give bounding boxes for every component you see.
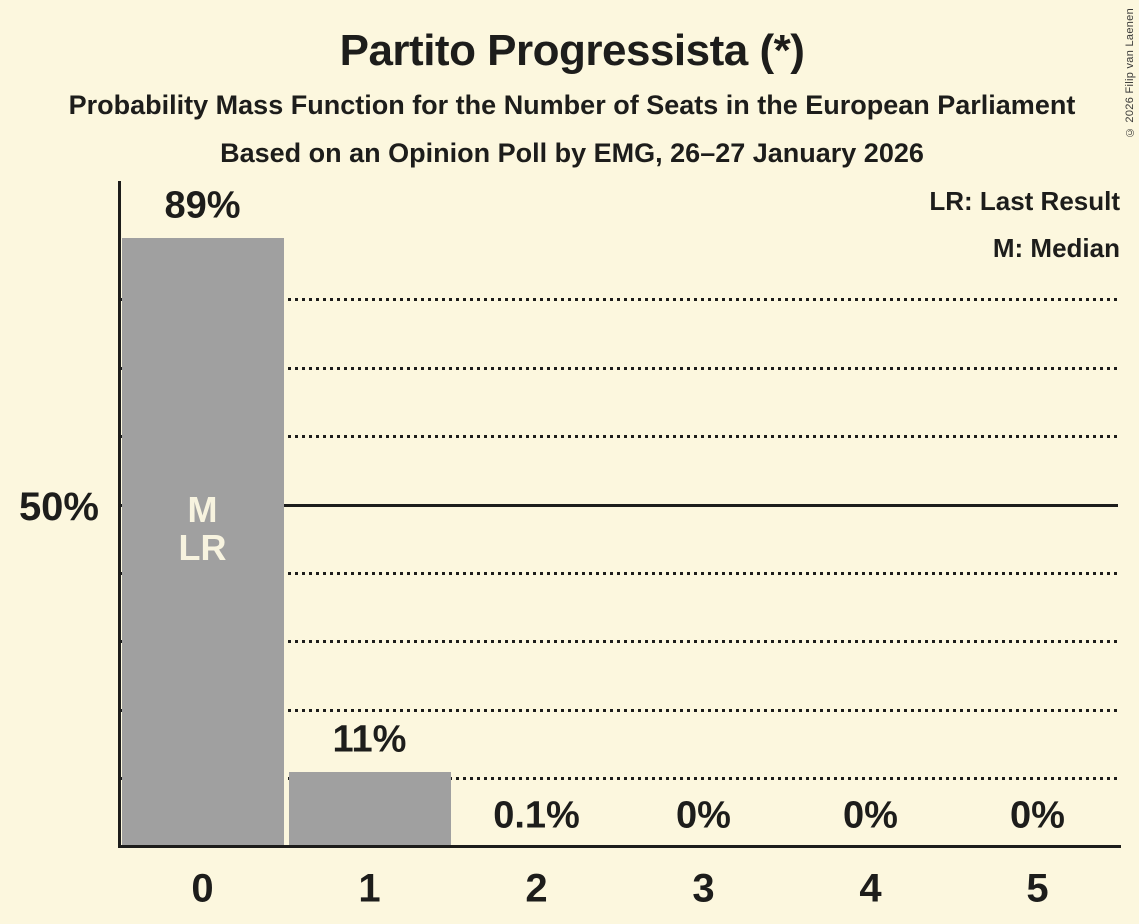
bar-value-label-5: 0% [1010, 794, 1065, 837]
median-last-result-annotation: M LR [178, 489, 227, 568]
gridline-50pct-solid [120, 503, 1118, 507]
gridline-80pct [120, 298, 1118, 302]
bar-seats-0 [121, 238, 284, 847]
gridline-10pct [120, 777, 1118, 781]
x-tick-label-5: 5 [1026, 866, 1049, 911]
x-tick-label-0: 0 [191, 866, 214, 911]
gridline-30pct [120, 640, 1118, 644]
bar-value-label-4: 0% [843, 794, 898, 837]
gridline-20pct [120, 708, 1118, 712]
bar-value-label-0: 89% [164, 184, 241, 227]
gridline-60pct [120, 435, 1118, 439]
gridline-70pct [120, 366, 1118, 370]
x-tick-label-1: 1 [358, 866, 381, 911]
x-tick-label-4: 4 [859, 866, 882, 911]
legend-last-result: LR: Last Result [929, 186, 1120, 216]
y-axis-line [118, 181, 121, 848]
gridline-40pct [120, 571, 1118, 575]
x-tick-label-2: 2 [525, 866, 548, 911]
chart-subtitle: Probability Mass Function for the Number… [68, 90, 1076, 120]
bar-value-label-2: 0.1% [493, 794, 580, 837]
x-tick-label-3: 3 [692, 866, 715, 911]
x-axis-line [118, 845, 1121, 848]
bar-value-label-3: 0% [676, 794, 731, 837]
chart-title: Partito Progressista (*) [339, 26, 805, 75]
bar-value-label-1: 11% [332, 718, 407, 761]
legend-median: M: Median [992, 233, 1120, 263]
y-axis-50pct-label: 50% [18, 485, 99, 529]
bar-seats-1 [288, 771, 451, 847]
copyright-notice: © 2026 Filip van Laenen [1124, 8, 1136, 139]
chart-poll-source: Based on an Opinion Poll by EMG, 26–27 J… [220, 138, 924, 168]
